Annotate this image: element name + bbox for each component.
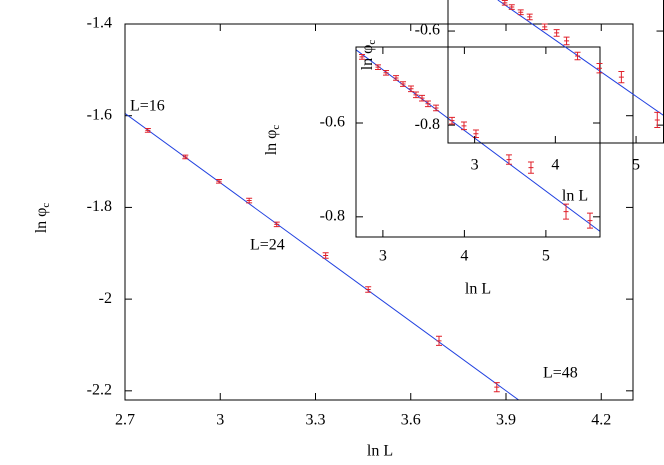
error-bar	[654, 111, 661, 128]
y-tick-label: -0.8	[320, 207, 345, 224]
plot: 2.7 3 3.3 3.6 3.9 4.2 -1.4 -1.6 -1.8 -2 -2.2 ln L ln…	[33, 15, 634, 460]
error-bar	[433, 104, 440, 112]
error-bar	[322, 252, 329, 259]
x-tick-label: 4.2	[591, 412, 611, 429]
y-tick-label: -2.2	[87, 382, 112, 399]
y-tick-label: -0.6	[415, 22, 440, 39]
error-bar	[574, 51, 581, 61]
error-bar	[424, 100, 431, 108]
x-tick-label: 3.3	[306, 412, 326, 429]
error-bar	[412, 91, 419, 99]
error-bar	[365, 286, 372, 293]
error-bar	[449, 116, 456, 125]
plot-frame	[124, 23, 634, 401]
error-bar	[517, 9, 524, 16]
annotation: L=48	[543, 365, 578, 382]
plot: 3 4 5 -0.6 -0.8 ln L ln φc	[359, 0, 664, 205]
y-axis-label-sub: c	[270, 125, 282, 130]
fit-line	[125, 113, 519, 400]
y-axis-label: ln φc	[359, 40, 378, 71]
x-axis-label: ln L	[562, 188, 588, 205]
plot: 3 4 5-0.6-0.8ln Lln φc	[263, 46, 601, 298]
error-bar	[460, 121, 467, 131]
x-tick-label: 3	[379, 248, 387, 265]
y-axis-label-main: ln φ	[263, 130, 280, 156]
error-bar	[419, 94, 426, 102]
error-bar	[586, 212, 593, 229]
error-bar	[400, 81, 407, 87]
error-bar	[246, 197, 253, 204]
error-bar	[618, 71, 625, 84]
error-bar	[541, 23, 548, 31]
plot-background	[356, 47, 600, 237]
error-bar	[501, 0, 508, 6]
error-bar	[436, 335, 443, 346]
y-tick-label: -1.4	[87, 15, 112, 32]
x-tick-label: 4	[460, 248, 468, 265]
error-bar	[508, 4, 515, 10]
error-bar	[375, 64, 382, 71]
error-bar	[382, 69, 389, 76]
annotation: L=16	[130, 98, 165, 115]
plot-frame	[355, 46, 601, 238]
error-bar	[493, 382, 500, 393]
x-tick-label: 5	[542, 248, 550, 265]
error-bar	[215, 178, 222, 184]
y-tick-label: -1.6	[87, 106, 112, 123]
y-tick-label: -0.8	[415, 116, 440, 133]
y-tick-label: -0.6	[320, 114, 345, 131]
error-bar	[273, 221, 280, 228]
error-bar	[563, 203, 570, 220]
y-axis-label-main: ln φ	[359, 45, 376, 71]
y-axis-label-sub: c	[366, 40, 378, 45]
x-tick-label: 3	[216, 412, 224, 429]
error-bar	[408, 85, 415, 93]
y-tick-label: -1.8	[87, 198, 112, 215]
error-bar	[596, 63, 603, 74]
error-bar	[359, 54, 366, 60]
x-tick-label: 5	[632, 157, 640, 174]
fit-line	[497, 0, 664, 116]
x-tick-label: 3	[471, 157, 479, 174]
x-tick-label: 3.9	[496, 412, 516, 429]
error-bar	[505, 154, 512, 165]
error-bar	[526, 13, 533, 21]
y-axis-label: ln φc	[33, 203, 52, 234]
error-bar	[527, 161, 534, 174]
y-axis-label-main: ln φ	[33, 208, 50, 234]
error-bar	[472, 129, 479, 139]
error-bar	[182, 154, 189, 160]
x-tick-label: 3.6	[401, 412, 421, 429]
x-axis-label: ln L	[465, 281, 491, 298]
error-bar	[553, 29, 560, 37]
y-axis-label-sub: c	[40, 203, 52, 208]
error-bar	[563, 36, 570, 46]
error-bar	[144, 128, 151, 133]
x-tick-label: 4	[551, 157, 559, 174]
x-tick-label: 2.7	[115, 412, 135, 429]
annotation: L=24	[250, 237, 285, 254]
y-axis-label: ln φc	[263, 125, 282, 156]
y-tick-label: -2	[99, 290, 112, 307]
x-axis-label: ln L	[367, 443, 393, 460]
error-bar	[393, 75, 400, 81]
